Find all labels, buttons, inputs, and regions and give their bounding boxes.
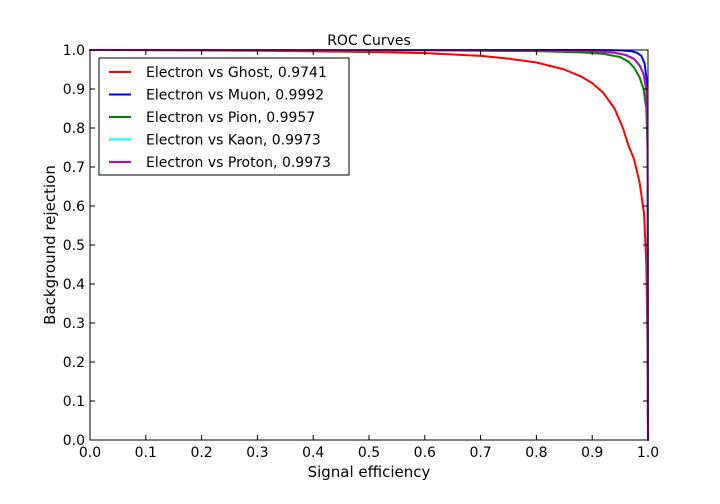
legend: Electron vs Ghost, 0.9741 Electron vs Muo… [98,57,350,176]
x-tick-label: 0.8 [525,445,547,461]
x-tick-label: 0.0 [79,445,101,461]
curve-electron-vs-ghost [89,49,649,441]
legend-label: Electron vs Pion, 0.9957 [146,110,315,126]
y-tick-label: 0.6 [63,199,85,215]
curve-electron-vs-proton [89,49,649,441]
x-tick-label: 0.4 [302,445,324,461]
x-tick-label: 0.5 [358,445,380,461]
x-tick-label: 1.0 [637,445,659,461]
y-tick-label: 1.0 [63,43,85,59]
y-tick-label: 0.2 [63,355,85,371]
y-tick-label: 0.9 [63,82,85,98]
y-tick-label: 0.4 [63,277,85,293]
y-axis-label: Background rejection [41,165,59,325]
y-tick-label: 0.7 [63,160,85,176]
y-tick-label: 0.3 [63,316,85,332]
legend-label: Electron vs Kaon, 0.9973 [146,133,321,149]
y-tick-label: 0.0 [63,433,85,449]
legend-label: Electron vs Proton, 0.9973 [146,155,331,171]
x-tick-label: 0.9 [581,445,603,461]
legend-box [98,57,350,176]
legend-label: Electron vs Muon, 0.9992 [146,88,324,104]
ticks-layer: 0.0 0.1 0.2 0.3 0.4 0.5 0.6 0.7 0.8 0.9 1.0 0.0 0.1 0… [63,43,659,461]
y-tick-label: 0.8 [63,121,85,137]
y-tick-label: 0.5 [63,238,85,254]
legend-label: Electron vs Ghost, 0.9741 [146,65,327,81]
legend-entries: Electron vs Ghost, 0.9741 Electron vs Muo… [109,65,331,171]
x-axis-label: Signal efficiency [308,463,431,481]
chart-title: ROC Curves [327,33,411,49]
x-tick-label: 0.3 [246,445,268,461]
y-tick-label: 0.1 [63,394,85,410]
x-tick-label: 0.6 [414,445,436,461]
x-tick-label: 0.2 [190,445,212,461]
x-tick-label: 0.7 [469,445,491,461]
x-tick-label: 0.1 [135,445,157,461]
